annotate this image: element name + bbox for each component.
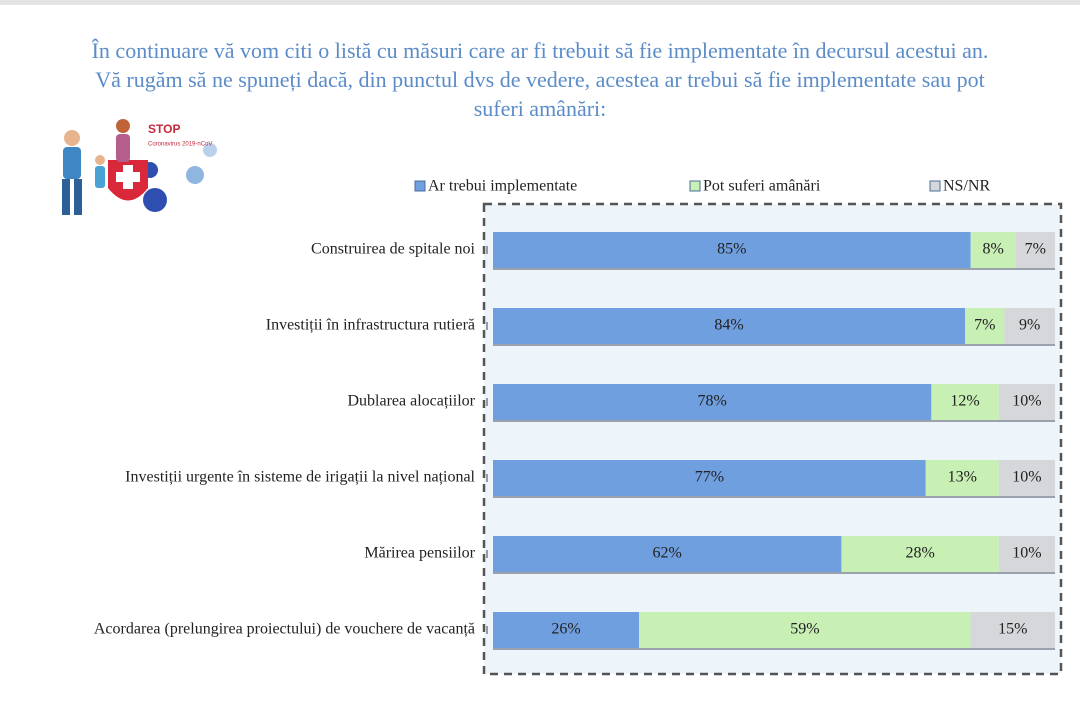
top-strip	[0, 0, 1080, 5]
legend-swatch	[689, 180, 701, 192]
icon-subtitle: Coronavirus 2019-nCoV	[148, 142, 212, 148]
legend-label: Ar trebui implementate	[428, 178, 577, 195]
data-label: 9%	[1019, 317, 1040, 334]
data-label: 62%	[653, 545, 682, 562]
y-tick-label: Investiții urgente în sisteme de irigați…	[125, 469, 475, 486]
bar-shadow	[493, 496, 1055, 498]
bar-segment	[998, 460, 1055, 496]
chart-title: În continuare vă vom citi o listă cu măs…	[91, 38, 989, 121]
data-label: 13%	[948, 469, 977, 486]
bar-segment	[998, 536, 1055, 572]
bar-segment	[841, 536, 999, 572]
data-label: 78%	[698, 393, 727, 410]
data-label: 77%	[695, 469, 724, 486]
icon: STOP Coronavirus 2019-nCoV	[62, 119, 217, 215]
legend-swatch	[929, 180, 941, 192]
bar-segment	[965, 308, 1005, 344]
bar-shadow	[493, 648, 1055, 650]
data-label: 84%	[714, 317, 743, 334]
bar-shadow	[493, 344, 1055, 346]
y-tick-label: Investiții în infrastructura rutieră	[266, 317, 475, 334]
bar-shadow	[493, 572, 1055, 574]
bar-segment	[1015, 232, 1055, 268]
legend-label: Pot suferi amânări	[703, 178, 821, 195]
bar-shadow	[493, 268, 1055, 270]
legend-swatch	[414, 180, 426, 192]
bar-segment	[493, 612, 640, 648]
data-label: 12%	[950, 393, 979, 410]
bar-segment	[493, 232, 971, 268]
bar-segment	[493, 308, 966, 344]
data-label: 10%	[1012, 469, 1041, 486]
y-tick-label: Acordarea (prelungirea proiectului) de v…	[94, 621, 475, 638]
data-label: 28%	[905, 545, 934, 562]
data-label: 7%	[1025, 241, 1046, 258]
y-tick-label: Dublarea alocațiilor	[348, 393, 476, 410]
icon-title: STOP	[148, 122, 180, 136]
data-label: 10%	[1012, 393, 1041, 410]
bar-segment	[925, 460, 999, 496]
data-label: 59%	[790, 621, 819, 638]
bar-shadow	[493, 420, 1055, 422]
bar-segment	[970, 612, 1055, 648]
bar-segment	[970, 232, 1016, 268]
bar-segment	[639, 612, 971, 648]
bar-segment	[493, 384, 932, 420]
plot-frame	[482, 202, 1063, 676]
data-label: 8%	[983, 241, 1004, 258]
bar-segment	[931, 384, 999, 420]
bar-segment	[493, 536, 842, 572]
legend-label: NS/NR	[943, 178, 990, 195]
y-tick-label: Mărirea pensiilor	[364, 545, 475, 562]
data-label: 85%	[717, 241, 746, 258]
data-label: 15%	[998, 621, 1027, 638]
bar-segment	[493, 460, 926, 496]
data-label: 10%	[1012, 545, 1041, 562]
bar-segment	[1004, 308, 1055, 344]
data-label: 7%	[974, 317, 995, 334]
y-tick-label: Construirea de spitale noi	[311, 241, 476, 258]
bar-segment	[998, 384, 1055, 420]
data-label: 26%	[551, 621, 580, 638]
